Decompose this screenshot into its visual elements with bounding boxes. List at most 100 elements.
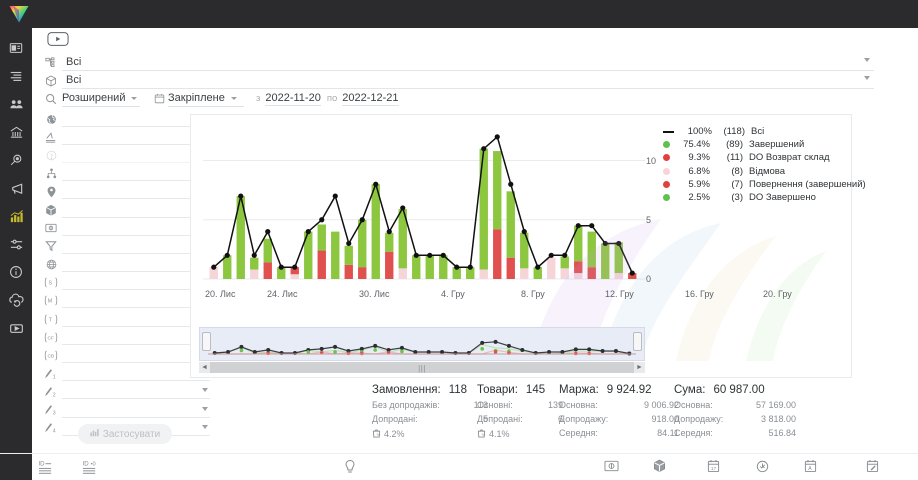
- left-filter-row-pen-2[interactable]: 2: [40, 383, 210, 401]
- sidebar-item-info[interactable]: [0, 258, 32, 286]
- date-from-input[interactable]: 2022-11-20: [265, 91, 321, 106]
- left-filter-row-globe[interactable]: [40, 110, 210, 128]
- left-filter-select[interactable]: [62, 366, 210, 382]
- package-icon[interactable]: [653, 459, 666, 477]
- legend-item[interactable]: 5.9% (7) Повернення (завершений): [663, 178, 866, 191]
- calendar-edit-icon[interactable]: [866, 459, 879, 476]
- left-filter-select[interactable]: [62, 203, 210, 218]
- left-filter-row-pen-1[interactable]: 1: [40, 365, 210, 383]
- scroll-right-arrow[interactable]: ►: [634, 362, 645, 373]
- left-filter-select[interactable]: [62, 257, 210, 273]
- left-filter-select[interactable]: [62, 112, 210, 127]
- range-handle-right[interactable]: [633, 332, 642, 351]
- left-filter-select[interactable]: [62, 184, 210, 200]
- legend-item[interactable]: 100% (118) Всі: [663, 125, 866, 138]
- svg-text:M: M: [48, 299, 52, 305]
- left-filter-row-param-m[interactable]: M: [40, 292, 210, 310]
- chevron-down-icon[interactable]: [202, 388, 208, 393]
- sidebar-item-settings-sliders[interactable]: [0, 230, 32, 258]
- legend-label: DO Возврат склад: [749, 152, 830, 164]
- sidebar-item-media[interactable]: [0, 314, 32, 342]
- sidebar-item-megaphone[interactable]: [0, 174, 32, 202]
- left-filter-row-package[interactable]: [40, 201, 210, 219]
- left-filter-row-money[interactable]: [40, 219, 210, 237]
- chevron-down-icon[interactable]: [131, 96, 138, 100]
- legend-percent: 5.9%: [688, 178, 710, 190]
- stat-detail-label: Допродані:: [372, 414, 418, 424]
- calendar-icon[interactable]: [150, 93, 168, 104]
- legend-item[interactable]: 2.5% (3) DO Завершено: [663, 191, 866, 204]
- sidebar-item-dashboard[interactable]: [0, 34, 32, 62]
- svg-text:A: A: [808, 466, 812, 472]
- legend-item[interactable]: 75.4% (89) Завершений: [663, 138, 866, 151]
- left-filter-select[interactable]: [62, 130, 210, 145]
- bar-chart-icon: [90, 428, 99, 440]
- left-filter-row-param-s[interactable]: S: [40, 274, 210, 292]
- calendar-17-icon[interactable]: 17: [707, 459, 720, 476]
- left-filter-row-pen-3[interactable]: 3: [40, 401, 210, 419]
- id-list-icon[interactable]: ID: [38, 459, 53, 478]
- app-logo[interactable]: [8, 4, 30, 24]
- stat-detail-value: 5: [482, 414, 488, 424]
- apply-button[interactable]: Застосувати: [77, 424, 173, 444]
- search-mode-select[interactable]: Розширений: [62, 90, 140, 107]
- left-filter-select[interactable]: [62, 293, 210, 309]
- sidebar-item-tag-search[interactable]: [0, 146, 32, 174]
- left-filter-row-param-cf[interactable]: CF: [40, 328, 210, 346]
- legend-count: (8): [731, 165, 743, 177]
- legend-item[interactable]: 6.8% (8) Відмова: [663, 165, 866, 178]
- chart-navigator[interactable]: [199, 327, 645, 361]
- left-filter-select[interactable]: [62, 348, 210, 364]
- chevron-down-icon[interactable]: [230, 96, 237, 100]
- chevron-down-icon[interactable]: [202, 406, 208, 411]
- y-axis-tick: 10: [646, 155, 657, 166]
- chevron-down-icon[interactable]: [864, 76, 870, 80]
- param-cf-icon: CF: [40, 332, 62, 343]
- money-box-icon[interactable]: [604, 459, 619, 476]
- bulb-icon[interactable]: [344, 459, 356, 478]
- filter-row-product[interactable]: Всі: [40, 72, 874, 89]
- search-icon[interactable]: [40, 93, 62, 105]
- left-filter-select[interactable]: [62, 221, 210, 236]
- left-filter-row-web[interactable]: [40, 256, 210, 274]
- date-to-input[interactable]: 2022-12-21: [342, 91, 399, 106]
- range-handle-left[interactable]: [202, 332, 211, 351]
- sidebar-item-analytics[interactable]: [0, 202, 32, 230]
- filter-row-search[interactable]: Розширений Закріплене з 2022-11-20 по 20…: [40, 90, 399, 107]
- sidebar-item-bank[interactable]: [0, 118, 32, 146]
- left-filter-select[interactable]: [62, 239, 210, 254]
- legend-item[interactable]: 9.3% (11) DO Возврат склад: [663, 151, 866, 164]
- chevron-down-icon[interactable]: [202, 424, 208, 429]
- sidebar-item-list[interactable]: [0, 62, 32, 90]
- video-badge-icon[interactable]: [47, 31, 69, 50]
- left-filter-select[interactable]: [62, 166, 210, 182]
- left-filter-select[interactable]: [62, 330, 210, 345]
- stat-detail-value: 84.11: [657, 428, 679, 438]
- sidebar-item-refresh-cloud[interactable]: [0, 286, 32, 314]
- left-filter-select[interactable]: [62, 384, 210, 400]
- left-filter-select[interactable]: [62, 312, 210, 327]
- sidebar-item-people[interactable]: [0, 90, 32, 118]
- chart-scrollbar[interactable]: ◄ ► |||: [199, 362, 645, 373]
- left-filter-row-person-pin[interactable]: [40, 183, 210, 201]
- bottom-rail-spacer: [0, 454, 32, 480]
- left-filter-select[interactable]: [62, 403, 210, 418]
- left-filter-row-param-cb[interactable]: CB: [40, 346, 210, 364]
- stat-block: Товари: 145 Основні: 139 Допродані: 6% 4.1%: [477, 384, 563, 440]
- left-filter-row-org-tree[interactable]: [40, 165, 210, 183]
- organization-select[interactable]: Всі: [62, 54, 874, 71]
- id-zero-list-icon[interactable]: ID •0: [82, 459, 99, 478]
- left-filter-row-param-t[interactable]: T: [40, 310, 210, 328]
- calendar-a-icon[interactable]: A: [804, 459, 817, 476]
- period-select[interactable]: Закріплене: [168, 90, 244, 107]
- chevron-down-icon[interactable]: [864, 58, 870, 62]
- scrollbar-grip[interactable]: |||: [418, 364, 426, 373]
- left-filter-select[interactable]: [62, 275, 210, 291]
- clock-check-icon[interactable]: [756, 459, 769, 476]
- chart-plot-area[interactable]: [199, 121, 651, 286]
- scroll-left-arrow[interactable]: ◄: [199, 362, 210, 373]
- left-filter-row-signature[interactable]: [40, 128, 210, 146]
- left-filter-row-funnel[interactable]: [40, 237, 210, 255]
- product-select[interactable]: Всі: [62, 72, 874, 89]
- filter-row-organization[interactable]: Всі: [40, 54, 874, 71]
